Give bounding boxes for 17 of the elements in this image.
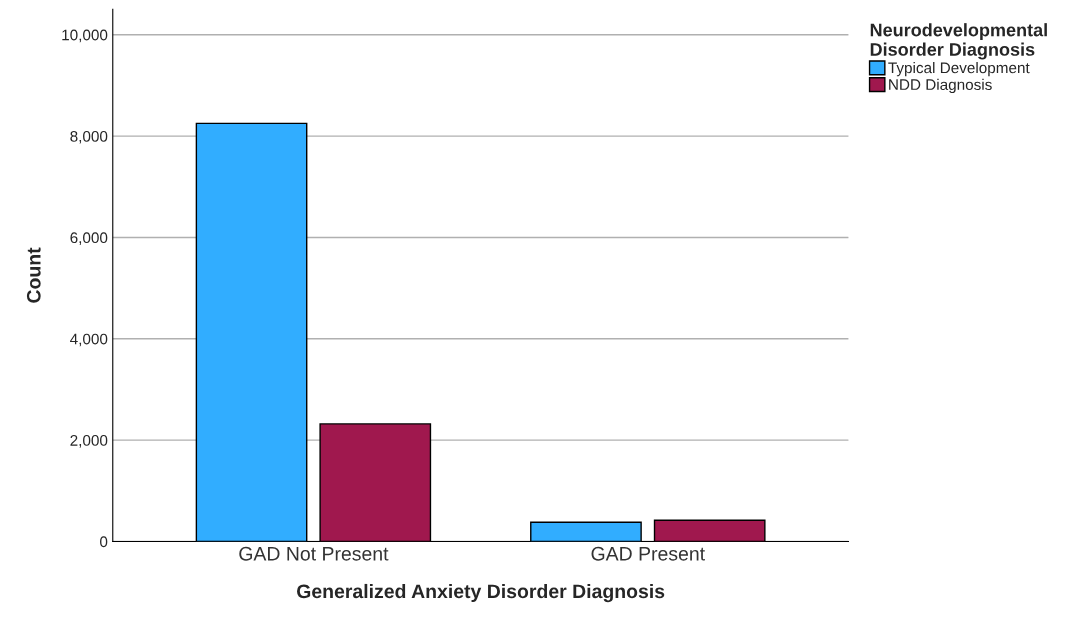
legend-label: Typical Development bbox=[888, 62, 1030, 77]
y-tick-label: 2,000 bbox=[70, 435, 108, 448]
bar bbox=[530, 521, 642, 542]
y-tick-label: 6,000 bbox=[70, 232, 108, 245]
legend-title: Neurodevelopmental Disorder Diagnosis bbox=[870, 23, 1047, 60]
legend-label: NDD Diagnosis bbox=[889, 78, 992, 94]
bar bbox=[195, 122, 308, 542]
y-tick-label: 10,000 bbox=[62, 29, 108, 43]
y-tick-label: 0 bbox=[100, 536, 108, 548]
y-tick-label: 8,000 bbox=[70, 130, 108, 144]
y-tick-label: 4,000 bbox=[70, 333, 108, 347]
bar bbox=[319, 423, 432, 542]
x-tick-label: GAD Present bbox=[591, 546, 705, 561]
bar bbox=[653, 519, 766, 542]
y-axis-title: Count bbox=[26, 247, 41, 303]
x-axis-title: Generalized Anxiety Disorder Diagnosis bbox=[297, 583, 665, 603]
x-tick-label: GAD Not Present bbox=[239, 546, 389, 561]
